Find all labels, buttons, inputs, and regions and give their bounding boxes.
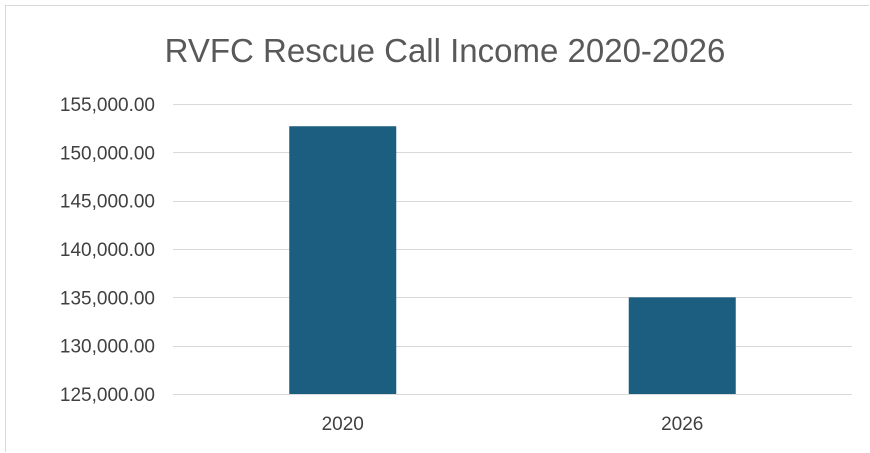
x-tick-label: 2026 — [661, 414, 703, 435]
y-axis-labels: 125,000.00 130,000.00 135,000.00 140,000.00… — [60, 95, 155, 406]
x-tick-label: 2020 — [322, 414, 364, 435]
y-tick-label: 150,000.00 — [60, 143, 155, 164]
bars — [289, 126, 736, 394]
y-tick-label: 145,000.00 — [60, 192, 155, 213]
gridlines — [173, 104, 852, 395]
y-tick-label: 135,000.00 — [60, 288, 155, 309]
chart-title: RVFC Rescue Call Income 2020-2026 — [165, 32, 726, 69]
bar-2020 — [289, 126, 397, 394]
y-tick-label: 140,000.00 — [60, 240, 155, 261]
y-tick-label: 130,000.00 — [60, 337, 155, 358]
x-axis-labels: 2020 2026 — [322, 414, 704, 435]
bar-2026 — [628, 297, 736, 394]
y-tick-label: 155,000.00 — [60, 95, 155, 116]
y-tick-label: 125,000.00 — [60, 385, 155, 406]
